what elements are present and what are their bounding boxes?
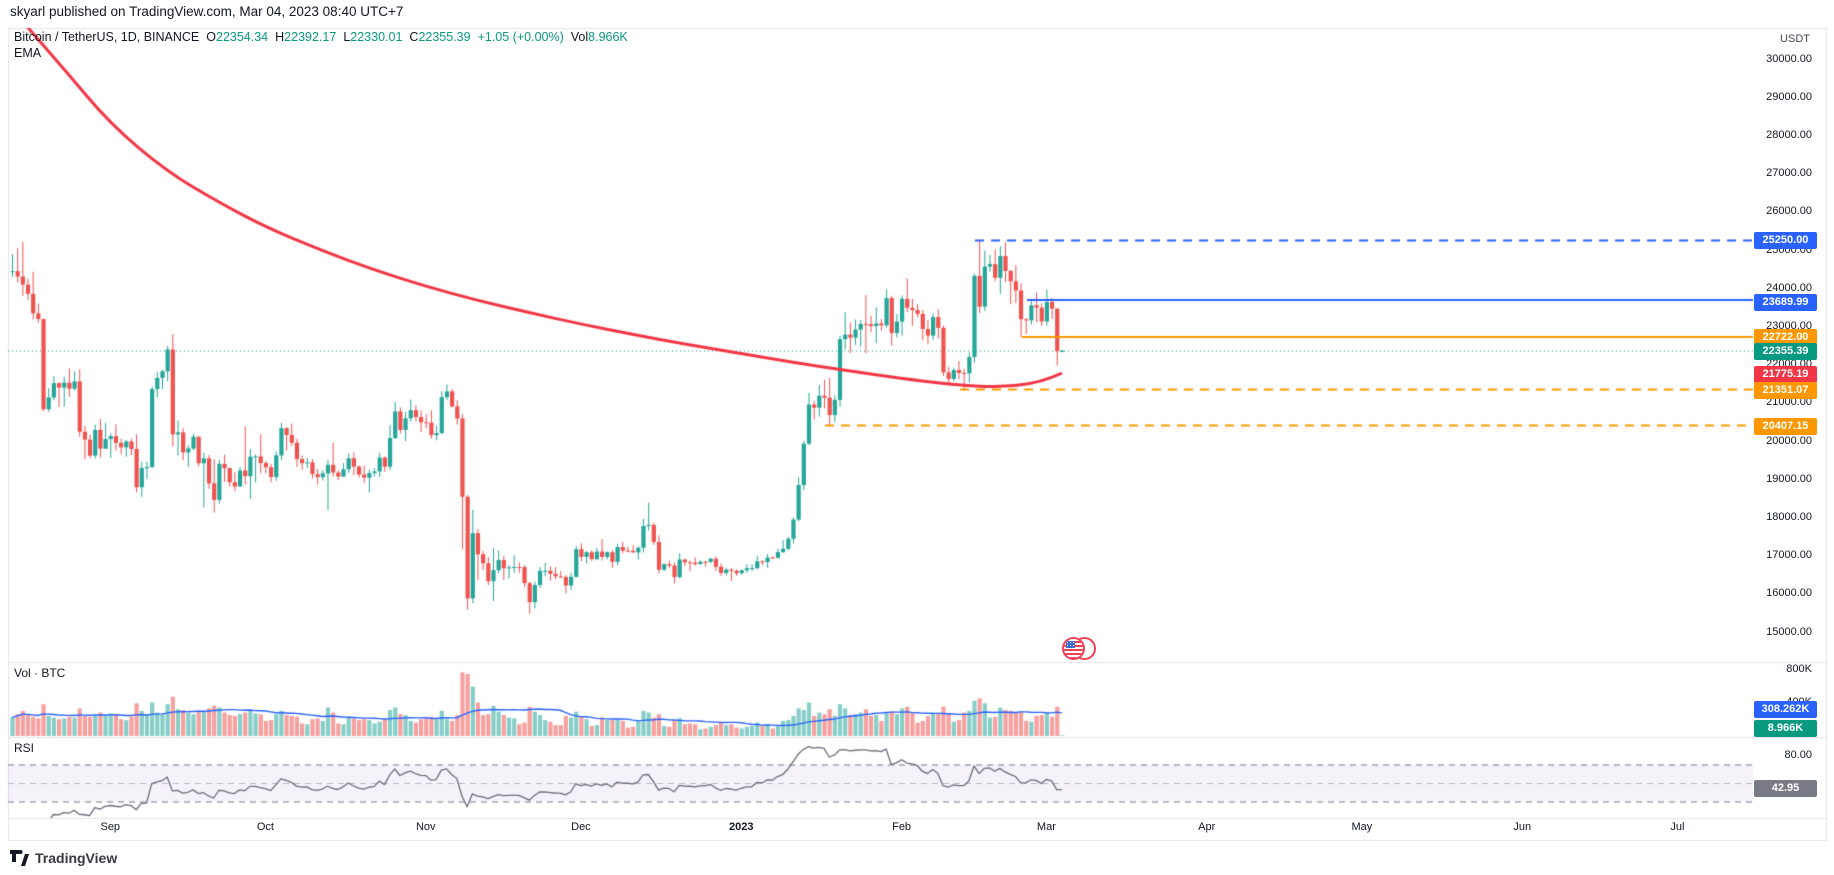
time-axis-label: Feb [892, 821, 912, 833]
ohlc-high: H22392.17 [275, 30, 337, 44]
price-tick-label: 30000.00 [1766, 52, 1812, 65]
price-tick-label: 15000.00 [1766, 625, 1812, 638]
price-badge: 42.95 [1754, 779, 1817, 797]
price-badge: 21775.19 [1754, 365, 1817, 383]
price-tick-label: 17000.00 [1766, 549, 1812, 562]
price-badge: 22722.00 [1754, 328, 1817, 346]
time-axis-label: Mar [1036, 821, 1056, 833]
price-tick-label: 27000.00 [1766, 167, 1812, 180]
price-badge: 308.262K [1754, 700, 1817, 718]
volume-readout: Vol8.966K [570, 30, 628, 44]
ohlc-open: O22354.34 [206, 30, 269, 44]
change-value: +1.05 (+0.00%) [477, 30, 564, 44]
tradingview-logo-icon [10, 850, 29, 866]
price-tick-label: 20000.00 [1766, 434, 1812, 447]
price-tick-label: 26000.00 [1766, 205, 1812, 218]
ohlc-close: C22355.39 [409, 30, 471, 44]
time-axis-label: Sep [100, 821, 121, 833]
rsi-panel-label[interactable]: RSI [14, 741, 35, 755]
tradingview-logo[interactable]: TradingView [10, 849, 117, 866]
price-badge: 21351.07 [1754, 381, 1817, 399]
time-axis-label: Dec [571, 821, 591, 833]
time-axis-label: 2023 [729, 821, 754, 833]
price-tick-label: 28000.00 [1766, 128, 1812, 141]
symbol-title[interactable]: Bitcoin / TetherUS, 1D, BINANCE [14, 30, 200, 44]
indicator-legend-ema[interactable]: EMA [14, 46, 42, 60]
price-tick-label: 18000.00 [1766, 510, 1812, 523]
time-axis-label: Nov [415, 821, 436, 833]
volume-panel-label[interactable]: Vol · BTC [14, 666, 66, 680]
time-axis-label: May [1351, 821, 1373, 833]
price-badge: 22355.39 [1754, 342, 1817, 360]
scale-tick-label: 800K [1786, 662, 1812, 675]
time-axis-label: Jun [1513, 821, 1532, 833]
price-tick-label: 29000.00 [1766, 90, 1812, 103]
ohlc-low: L22330.01 [343, 30, 403, 44]
scale-tick-label: 80.00 [1784, 748, 1812, 761]
price-badge: 25250.00 [1754, 231, 1817, 249]
price-tick-label: 24000.00 [1766, 281, 1812, 294]
time-axis-label: Jul [1670, 821, 1685, 833]
price-scale-currency: USDT [1780, 33, 1810, 45]
price-tick-label: 19000.00 [1766, 472, 1812, 485]
symbol-legend[interactable]: Bitcoin / TetherUS, 1D, BINANCE O22354.3… [14, 30, 628, 44]
publish-watermark: skyarl published on TradingView.com, Mar… [10, 4, 404, 19]
price-badge: 20407.15 [1754, 417, 1817, 435]
us-flag-icon [1062, 637, 1085, 660]
price-badge: 8.966K [1754, 719, 1817, 737]
price-tick-label: 16000.00 [1766, 587, 1812, 600]
price-tick-label: 21000.00 [1766, 396, 1812, 409]
time-axis-label: Apr [1198, 821, 1216, 833]
time-axis-label: Oct [256, 821, 274, 833]
economic-event-flag[interactable] [1062, 637, 1098, 661]
price-badge: 23689.99 [1754, 293, 1817, 311]
tradingview-logo-text: TradingView [35, 849, 118, 866]
